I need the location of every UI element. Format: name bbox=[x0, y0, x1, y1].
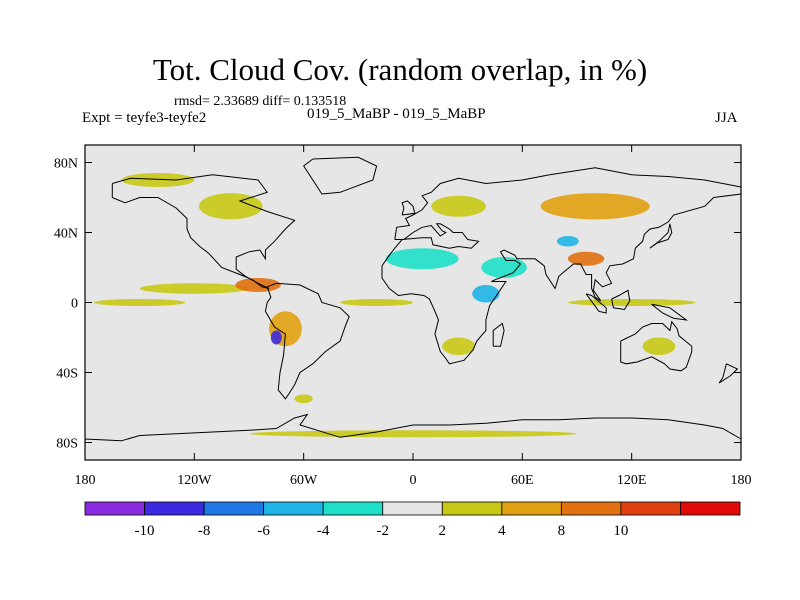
colorbar-label: -6 bbox=[257, 523, 270, 539]
case-label: 019_5_MaBP - 019_5_MaBP bbox=[307, 106, 486, 122]
colorbar-swatch bbox=[322, 501, 384, 516]
x-tick-label: 60W bbox=[290, 473, 318, 488]
coastline-antarctica bbox=[84, 413, 742, 442]
anomaly-australia bbox=[642, 337, 676, 355]
x-tick-label: 0 bbox=[410, 473, 417, 488]
coastline-madagascar bbox=[492, 322, 505, 347]
y-tick-label: 0 bbox=[71, 297, 78, 312]
colorbar-label: 2 bbox=[439, 523, 447, 539]
colorbar-swatch bbox=[263, 501, 324, 516]
coastline-north-america bbox=[111, 174, 296, 289]
coastline-greenland bbox=[303, 156, 378, 195]
map-plot-area bbox=[84, 145, 742, 460]
y-tick-label: 40S bbox=[56, 367, 78, 382]
map-axes: 180 120W 60W 0 60E 120E 180 80N 40N 0 40S 80S bbox=[54, 144, 752, 488]
coastline-borneo bbox=[611, 289, 631, 311]
coastline-japan bbox=[649, 223, 673, 249]
coastline-eurasia-africa bbox=[381, 167, 742, 365]
coastline-australia bbox=[620, 320, 693, 372]
y-tick-label: 40N bbox=[54, 227, 78, 242]
colorbar-swatch bbox=[144, 501, 205, 516]
anomaly-siberia bbox=[540, 193, 650, 220]
coastline-south-america bbox=[264, 282, 350, 400]
x-tick-label: 120W bbox=[177, 473, 212, 488]
stats-label: rmsd= 2.33689 diff= 0.133518 bbox=[174, 94, 347, 109]
anomaly-tibet bbox=[556, 236, 579, 247]
colorbar-swatch bbox=[560, 501, 622, 516]
x-tick-label: 120E bbox=[617, 473, 647, 488]
coastline-new-guinea bbox=[651, 303, 689, 321]
colorbar-label: 10 bbox=[613, 523, 628, 539]
colorbar-swatch bbox=[501, 501, 562, 516]
x-tick-label: 180 bbox=[731, 473, 752, 488]
anomaly-north-africa bbox=[385, 248, 459, 270]
colorbar-label: -8 bbox=[198, 523, 211, 539]
colorbar-label: -2 bbox=[376, 523, 389, 539]
colorbar-label: -10 bbox=[135, 523, 155, 539]
colorbar-swatch bbox=[382, 501, 443, 516]
anomaly-indian-ocean-band bbox=[567, 299, 696, 306]
anomaly-antarctic-coast bbox=[249, 430, 577, 438]
anomaly-arctic-coast bbox=[121, 173, 195, 187]
anomaly-south-asia bbox=[567, 251, 605, 266]
colorbar-swatch bbox=[620, 501, 681, 516]
anomaly-central-america bbox=[235, 278, 281, 292]
coastline-sumatra bbox=[585, 293, 607, 314]
coastline-new-zealand bbox=[718, 363, 739, 384]
anomaly-europe bbox=[431, 195, 486, 217]
season-label: JJA bbox=[715, 110, 738, 126]
colorbar-swatch bbox=[203, 501, 265, 516]
anomaly-equatorial-atlantic-band bbox=[340, 299, 413, 306]
chart-title: Tot. Cloud Cov. (random overlap, in %) bbox=[152, 52, 648, 87]
anomaly-itcz-pacific bbox=[139, 283, 249, 294]
y-tick-label: 80S bbox=[56, 437, 78, 452]
colorbar-swatch bbox=[441, 501, 503, 516]
anomaly-southern-africa bbox=[442, 337, 475, 355]
anomaly-east-pacific-band bbox=[94, 299, 186, 306]
colorbar: -10 -8 -6 -4 -2 2 4 8 10 bbox=[84, 501, 741, 539]
colorbar-swatch bbox=[680, 501, 741, 516]
coastline-british-isles bbox=[401, 200, 416, 216]
anomaly-east-africa bbox=[472, 285, 500, 303]
anomaly-north-america bbox=[198, 193, 263, 220]
anomaly-arabia bbox=[481, 257, 527, 278]
anomaly-andes-minimum bbox=[270, 330, 282, 345]
x-tick-label: 60E bbox=[511, 473, 534, 488]
colorbar-swatch bbox=[84, 501, 145, 516]
colorbar-label: -4 bbox=[317, 523, 330, 539]
x-tick-label: 180 bbox=[75, 473, 96, 488]
colorbar-label: 4 bbox=[498, 523, 506, 539]
y-tick-label: 80N bbox=[54, 157, 78, 172]
anomaly-southern-ocean bbox=[294, 394, 313, 404]
experiment-label: Expt = teyfe3-teyfe2 bbox=[82, 110, 207, 126]
colorbar-label: 8 bbox=[558, 523, 566, 539]
